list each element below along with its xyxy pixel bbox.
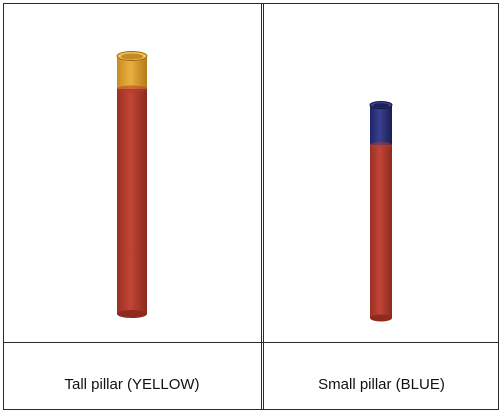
small-pillar-caption: Small pillar (BLUE) (318, 376, 445, 393)
cap-seam (370, 142, 392, 148)
tall-pillar-caption: Tall pillar (YELLOW) (64, 376, 200, 393)
row-divider (4, 342, 498, 343)
cap-seam (117, 85, 147, 93)
cap-opening (373, 103, 389, 108)
tall-pillar-caption-cell: Tall pillar (YELLOW) (4, 343, 260, 409)
yellow-cap (117, 56, 147, 89)
small-pillar-caption-cell: Small pillar (BLUE) (265, 343, 498, 409)
pillar-bottom (370, 314, 392, 322)
column-divider (263, 4, 264, 409)
column-divider (261, 4, 262, 409)
small-pillar-illustration (369, 101, 393, 322)
figure-table: Tall pillar (YELLOW) Small pillar (BLUE) (3, 3, 499, 410)
blue-cap (370, 105, 392, 145)
pillar-body (117, 88, 147, 314)
cap-opening (121, 53, 143, 60)
tall-pillar-illustration (116, 51, 148, 318)
pillar-bottom (117, 310, 147, 318)
pillar-body (370, 144, 392, 318)
tall-pillar-image-cell (4, 4, 260, 341)
small-pillar-image-cell (265, 4, 498, 341)
